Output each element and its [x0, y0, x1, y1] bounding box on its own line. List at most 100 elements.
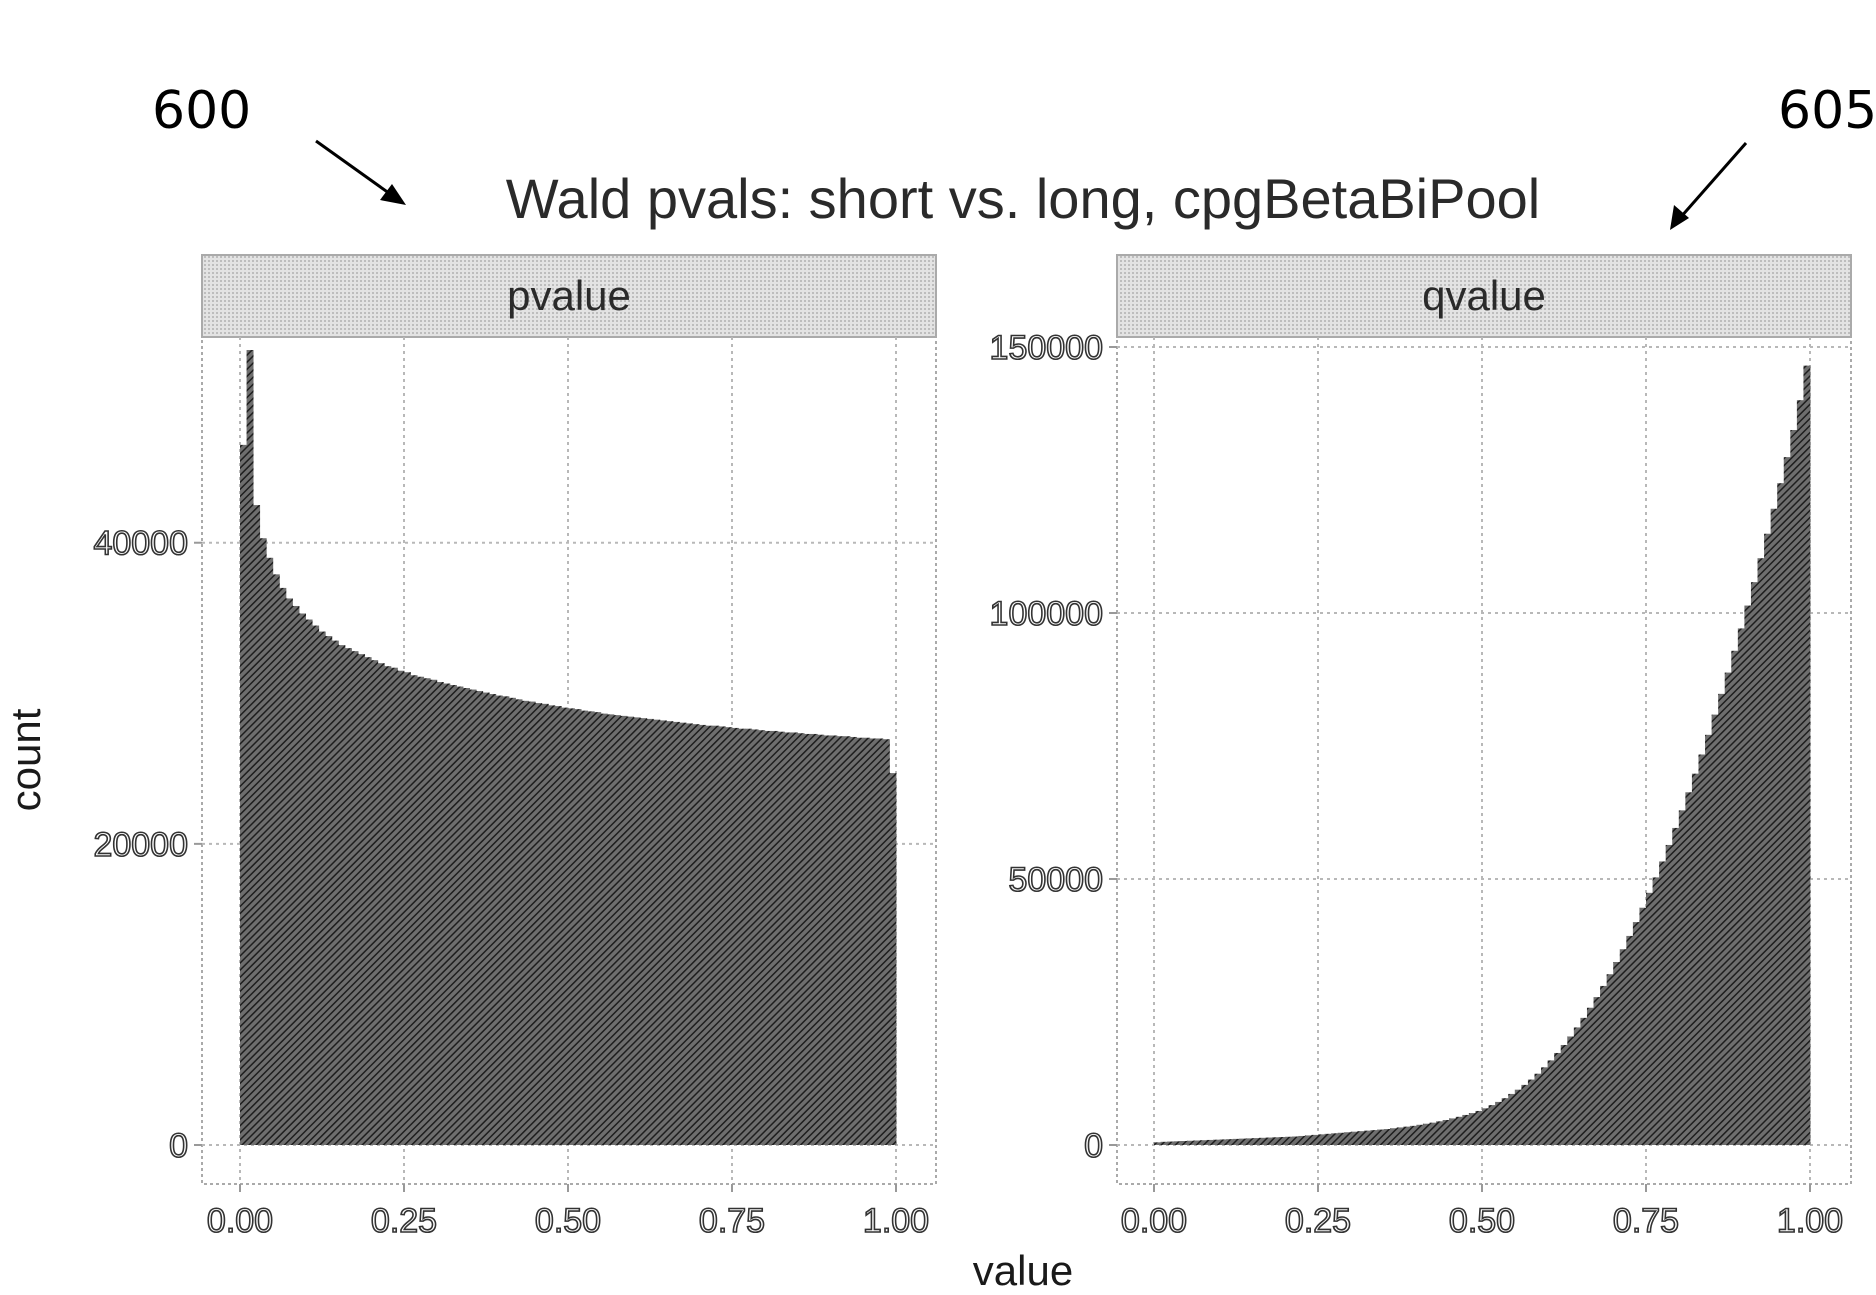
histogram-bar [1561, 1045, 1568, 1145]
histogram-bar [443, 684, 450, 1145]
histogram-bar [1541, 1067, 1548, 1145]
histogram-bar [529, 702, 536, 1145]
histogram-bar [391, 668, 398, 1145]
histogram-bar [555, 706, 562, 1145]
histogram-bar [358, 654, 365, 1145]
histogram-bar [1187, 1141, 1194, 1145]
histogram-bar [1521, 1085, 1528, 1145]
y-tick-label: 0 [1084, 1127, 1103, 1165]
histogram-bar [1206, 1140, 1213, 1145]
histogram-bar [1738, 628, 1745, 1145]
histogram-bar [253, 505, 260, 1145]
histogram-bar [876, 738, 883, 1145]
histogram-bar [1318, 1134, 1325, 1145]
histogram-bar [1285, 1137, 1292, 1145]
histogram-bar [1384, 1129, 1391, 1145]
strip-label-qvalue: qvalue [1422, 272, 1546, 319]
histogram-bar [634, 717, 641, 1145]
histogram-bar [1777, 483, 1784, 1145]
histogram-bar [771, 731, 778, 1145]
histogram-bar [837, 736, 844, 1145]
histogram-bar [1797, 400, 1804, 1145]
histogram-bar [1351, 1132, 1358, 1145]
histogram-bar [824, 735, 831, 1145]
histogram-bar [1370, 1130, 1377, 1145]
histogram-bar [1489, 1105, 1496, 1145]
histogram-bar [273, 574, 280, 1145]
histogram-bar [1331, 1133, 1338, 1145]
bars-qvalue [1154, 366, 1810, 1145]
histogram-bar [568, 708, 575, 1145]
histogram-bar [830, 735, 837, 1145]
y-tick-label: 0 [169, 1127, 188, 1165]
histogram-bar [1515, 1090, 1522, 1145]
y-tick-label: 20000 [93, 826, 188, 864]
histogram-bar [1639, 908, 1646, 1145]
histogram-bar [647, 719, 654, 1145]
histogram-bar [1416, 1125, 1423, 1145]
histogram-bar [1718, 694, 1725, 1145]
y-ticks-qvalue: 0 50000 100000 150000 [990, 329, 1117, 1165]
histogram-bar [640, 718, 647, 1145]
histogram-bar [857, 738, 864, 1145]
histogram-bar [1364, 1131, 1371, 1145]
histogram-bar [411, 675, 418, 1145]
histogram-bar [732, 728, 739, 1145]
histogram-bar [384, 666, 391, 1145]
histogram-bar [1731, 651, 1738, 1145]
y-tick-label: 40000 [93, 525, 188, 563]
histogram-bar [791, 732, 798, 1145]
histogram-bar [535, 703, 542, 1145]
histogram-bar [627, 717, 634, 1145]
histogram-bar [1679, 810, 1686, 1145]
histogram-bar [1246, 1138, 1253, 1145]
histogram-bar [1423, 1124, 1430, 1145]
histogram-bar [1482, 1108, 1489, 1145]
x-ticks-pvalue: 0.000.250.500.751.00 [207, 1184, 929, 1240]
histogram-bar [1305, 1135, 1312, 1145]
histogram-bar [456, 687, 463, 1145]
histogram-bar [1462, 1115, 1469, 1145]
histogram-bar [1502, 1098, 1509, 1145]
histogram-bar [1443, 1120, 1450, 1145]
histogram-bar [1469, 1113, 1476, 1145]
y-axis-label: count [2, 708, 49, 811]
y-tick-label: 150000 [990, 329, 1103, 367]
histogram-bar [489, 694, 496, 1145]
histogram-bar [1600, 986, 1607, 1145]
histogram-bar [1574, 1027, 1581, 1145]
histogram-bar [542, 704, 549, 1145]
histogram-bar [450, 685, 457, 1145]
histogram-bar [1298, 1136, 1305, 1145]
histogram-bar [430, 680, 437, 1145]
histogram-bar [1174, 1141, 1181, 1145]
histogram-bar [1338, 1133, 1345, 1145]
histogram-bar [1239, 1139, 1246, 1145]
y-tick-label: 100000 [990, 595, 1103, 633]
histogram-bar [1548, 1060, 1555, 1145]
histogram-bar [673, 722, 680, 1145]
y-tick-label: 50000 [1008, 861, 1103, 899]
histogram-bar [653, 720, 660, 1145]
x-tick-label: 1.00 [1777, 1202, 1843, 1240]
histogram-bar [1193, 1140, 1200, 1145]
histogram-bar [804, 734, 811, 1145]
histogram-bar [325, 636, 332, 1145]
histogram-bar [1495, 1102, 1502, 1145]
histogram-bar [725, 727, 732, 1145]
histogram-bar [581, 711, 588, 1145]
histogram-bar [1266, 1138, 1273, 1145]
histogram-bar [765, 731, 772, 1145]
histogram-bar [378, 663, 385, 1145]
histogram-bar [516, 699, 523, 1145]
histogram-bar [286, 598, 293, 1145]
histogram-bar [693, 724, 700, 1145]
ref-label-605: 605 [1778, 81, 1876, 141]
histogram-bar [561, 708, 568, 1145]
x-ticks-qvalue: 0.000.250.500.751.00 [1121, 1184, 1843, 1240]
strip-label-pvalue: pvalue [507, 272, 631, 319]
histogram-bar [352, 651, 359, 1145]
histogram-bar [312, 626, 319, 1145]
histogram-bar [483, 693, 490, 1145]
